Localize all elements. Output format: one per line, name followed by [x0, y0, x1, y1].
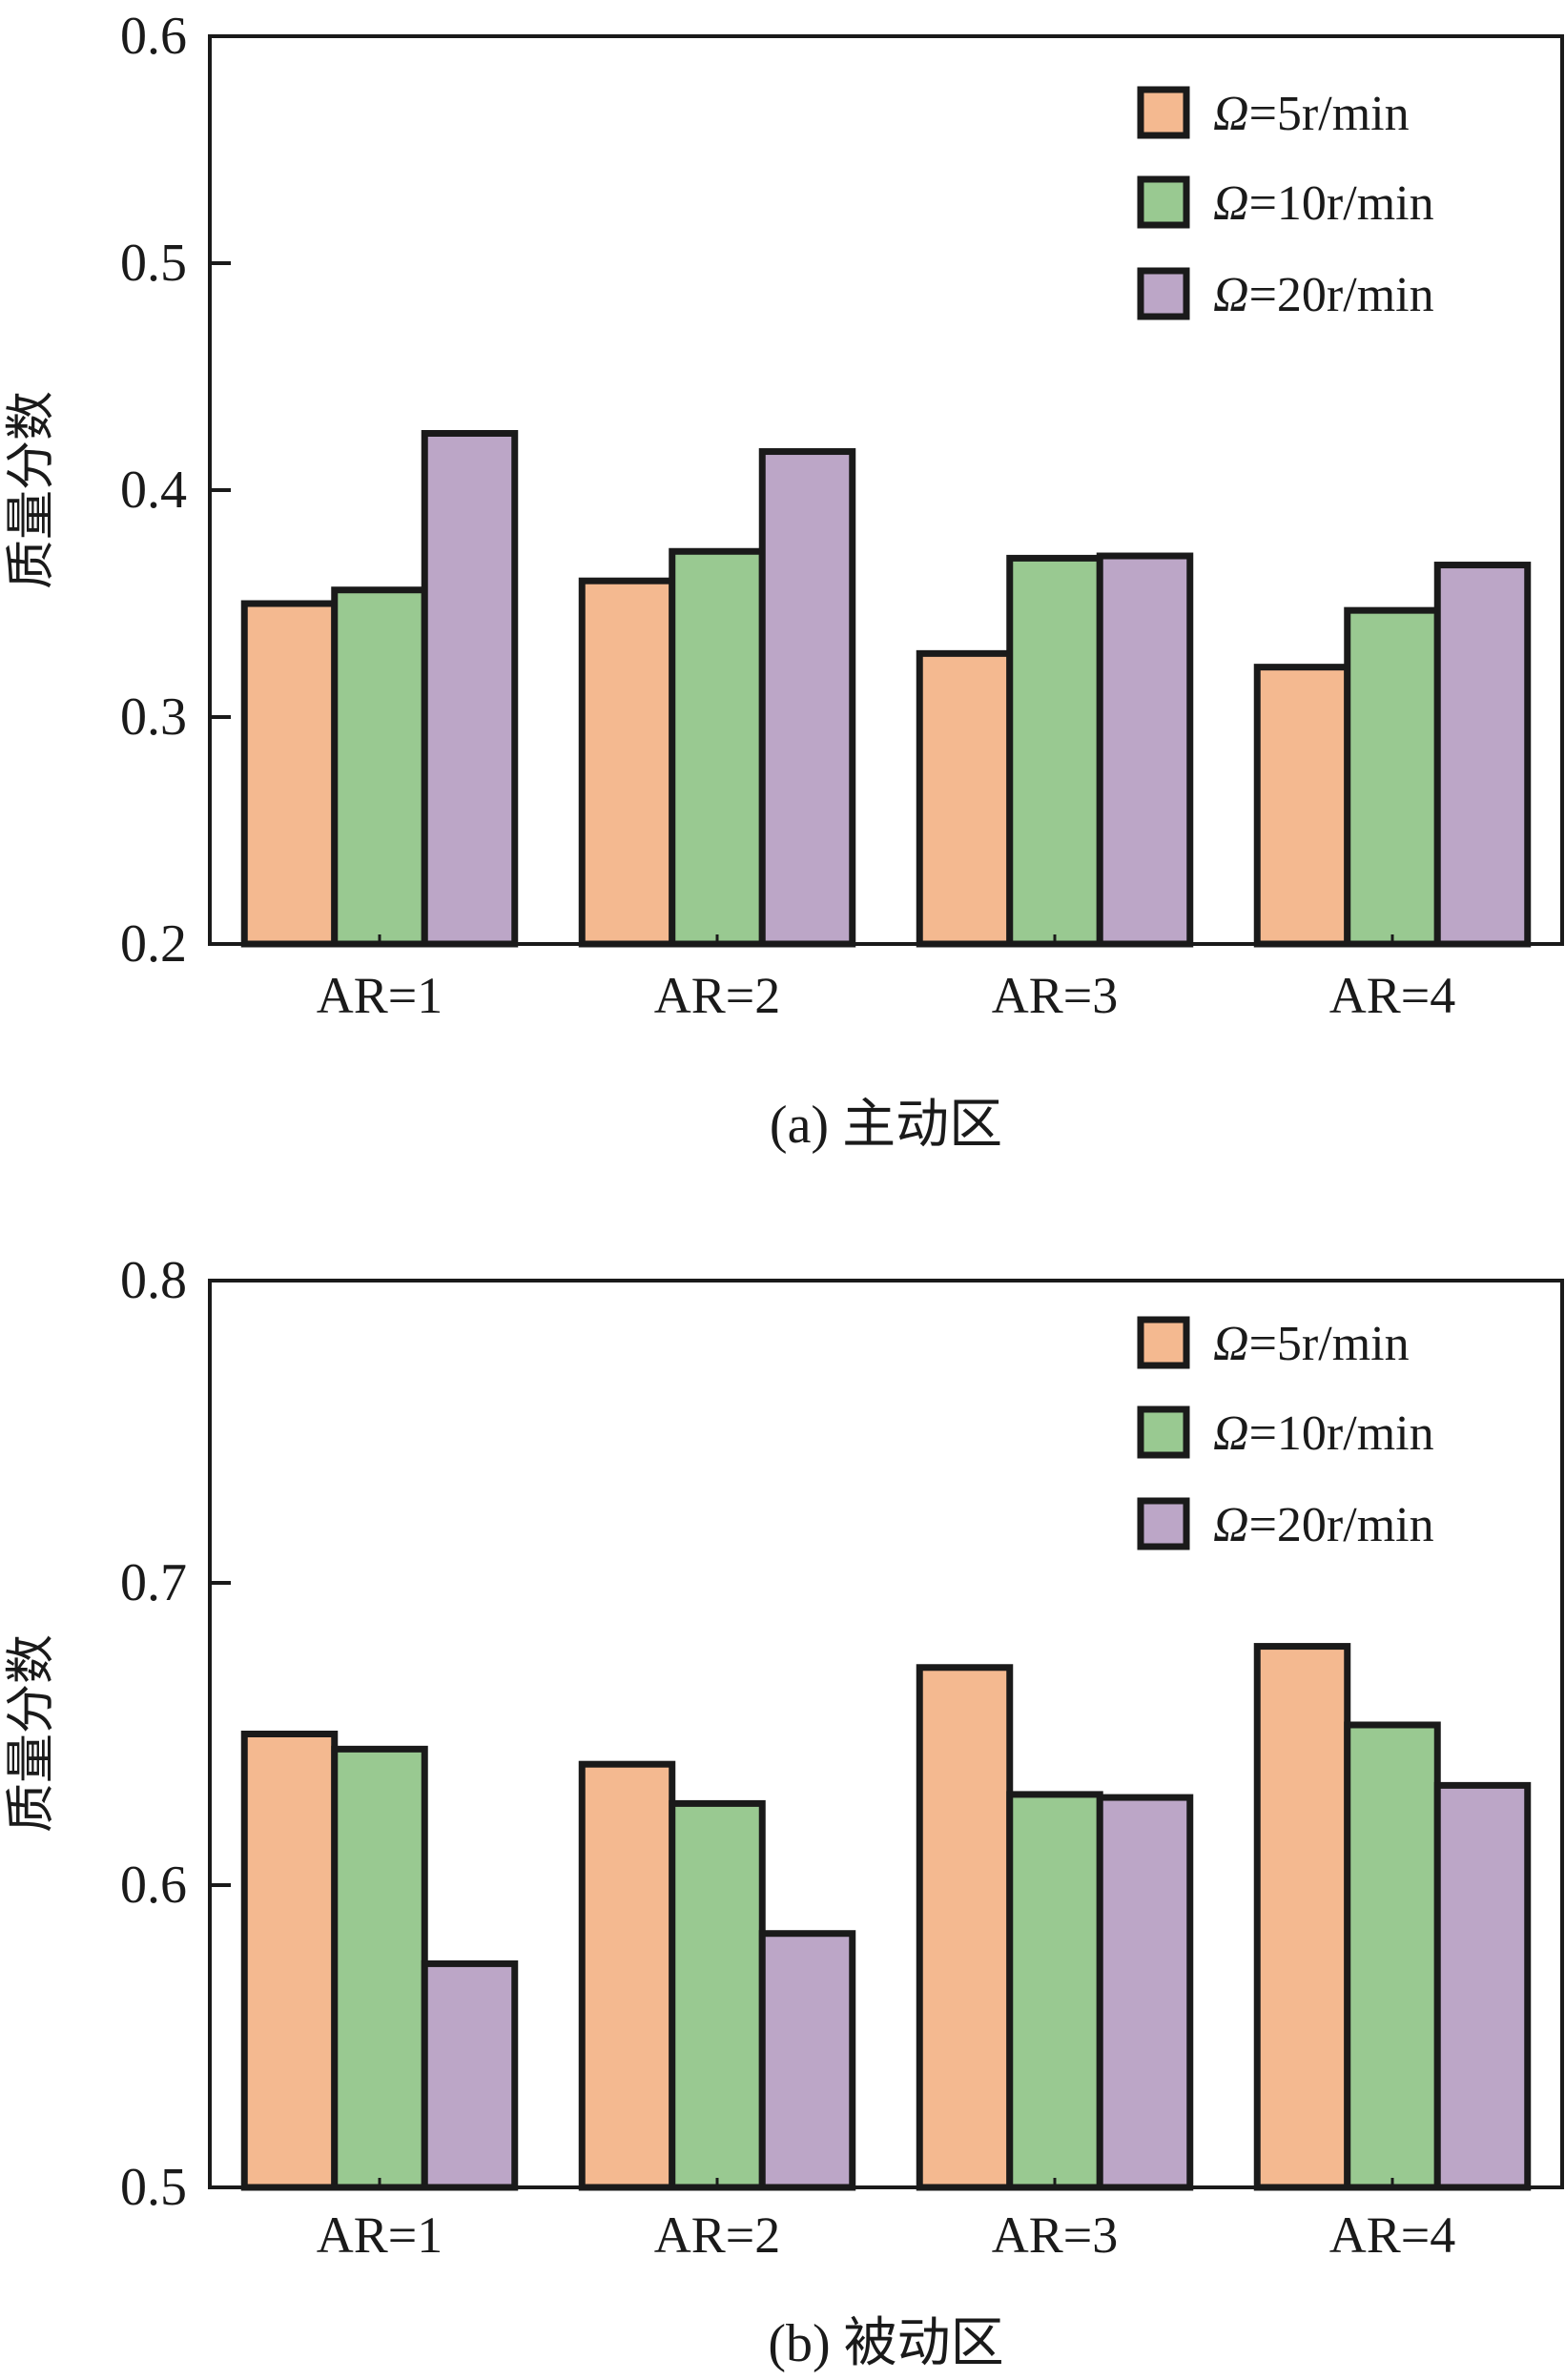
bar-ar3-series-2 — [1006, 554, 1103, 948]
omega-symbol: Ω — [1213, 1317, 1249, 1371]
x-tick-label: AR=3 — [992, 967, 1118, 1024]
legend-value: =20r/min — [1249, 1498, 1434, 1552]
bar-ar4-series-2 — [1344, 1721, 1441, 2191]
omega-symbol: Ω — [1213, 268, 1249, 322]
x-tick-label: AR=1 — [317, 967, 443, 1024]
bar-ar3-series-1 — [916, 649, 1014, 948]
bar-ar4-series-2 — [1344, 606, 1441, 948]
legend-value: =10r/min — [1249, 176, 1434, 231]
omega-symbol: Ω — [1213, 1406, 1249, 1461]
bar-ar1-series-2 — [331, 586, 428, 948]
bar-ar3-series-3 — [1096, 552, 1194, 948]
bar-ar2-series-3 — [758, 448, 856, 948]
bar-ar4-series-1 — [1253, 664, 1351, 948]
x-tick-label: AR=2 — [654, 967, 780, 1024]
bar-ar2-series-2 — [669, 547, 766, 948]
legend-item: Ω=10r/min — [1137, 175, 1434, 231]
y-tick-label: 0.7 — [120, 1553, 187, 1612]
omega-symbol: Ω — [1213, 1498, 1249, 1552]
bar-ar4-series-3 — [1433, 1781, 1532, 2191]
bar-ar2-series-1 — [578, 1760, 676, 2191]
y-tick-label: 0.8 — [120, 1251, 187, 1310]
legend-value: =20r/min — [1249, 268, 1434, 322]
x-tick-label: AR=3 — [992, 2206, 1118, 2264]
bar-ar3-series-3 — [1096, 1794, 1194, 2191]
bar-ar1-series-2 — [331, 1745, 428, 2191]
legend-item: Ω=20r/min — [1137, 1497, 1434, 1552]
legend-item: Ω=10r/min — [1137, 1405, 1434, 1461]
legend-item: Ω=20r/min — [1137, 267, 1434, 322]
bar-ar1-series-3 — [421, 1959, 519, 2191]
y-tick-label: 0.6 — [120, 7, 187, 66]
legend-swatch — [1137, 86, 1190, 139]
legend-item: Ω=5r/min — [1137, 86, 1410, 141]
bar-ar3-series-1 — [916, 1664, 1014, 2191]
legend-label: Ω=10r/min — [1213, 176, 1434, 231]
panel-caption: (a) 主动区 — [770, 1096, 1002, 1155]
chart-panel-b: AR=1 AR=2 AR=3 AR=40.50.60.70.8质量分数Ω=5r/min… — [5, 1251, 1564, 2373]
y-tick-label: 0.5 — [120, 234, 187, 293]
legend-item: Ω=5r/min — [1137, 1316, 1410, 1371]
legend-label: Ω=5r/min — [1213, 87, 1410, 141]
bar-ar4-series-3 — [1433, 562, 1532, 948]
y-tick-label: 0.3 — [120, 687, 187, 747]
legend-value: =5r/min — [1249, 87, 1410, 141]
legend-value: =10r/min — [1249, 1406, 1434, 1461]
legend-swatch — [1137, 1316, 1190, 1369]
panel-caption: (b) 被动区 — [768, 2314, 1003, 2373]
y-tick-label: 0.2 — [120, 914, 187, 974]
bar-ar2-series-2 — [669, 1799, 766, 2191]
bar-ar2-series-3 — [758, 1930, 856, 2191]
legend-label: Ω=20r/min — [1213, 1498, 1434, 1552]
legend-swatch — [1137, 1497, 1190, 1550]
x-tick-label: AR=1 — [317, 2206, 443, 2264]
y-axis-label: 质量分数 — [5, 1634, 59, 1833]
x-tick-label: AR=2 — [654, 2206, 780, 2264]
x-tick-label: AR=4 — [1329, 2206, 1455, 2264]
bar-ar2-series-1 — [578, 577, 676, 948]
y-tick-label: 0.4 — [120, 461, 187, 520]
y-tick-label: 0.5 — [120, 2158, 187, 2217]
y-axis-label: 质量分数 — [5, 391, 59, 589]
bar-ar1-series-1 — [240, 1731, 339, 2191]
bar-ar3-series-2 — [1006, 1791, 1103, 2191]
legend-label: Ω=5r/min — [1213, 1317, 1410, 1371]
bar-ar4-series-1 — [1253, 1643, 1351, 2191]
omega-symbol: Ω — [1213, 176, 1249, 231]
legend-label: Ω=10r/min — [1213, 1406, 1434, 1461]
chart-panel-a: AR=1 AR=2 AR=3 AR=40.20.30.40.50.6质量分数Ω=5r/… — [5, 7, 1564, 1155]
plot-frame — [208, 1279, 1564, 2189]
omega-symbol: Ω — [1213, 87, 1249, 141]
bar-ar1-series-3 — [421, 430, 519, 948]
bar-ar1-series-1 — [240, 600, 339, 948]
legend-label: Ω=20r/min — [1213, 268, 1434, 322]
legend-swatch — [1137, 267, 1190, 320]
x-tick-label: AR=4 — [1329, 967, 1455, 1024]
legend-swatch — [1137, 175, 1190, 229]
y-tick-label: 0.6 — [120, 1856, 187, 1915]
legend-value: =5r/min — [1249, 1317, 1410, 1371]
legend-swatch — [1137, 1405, 1190, 1459]
